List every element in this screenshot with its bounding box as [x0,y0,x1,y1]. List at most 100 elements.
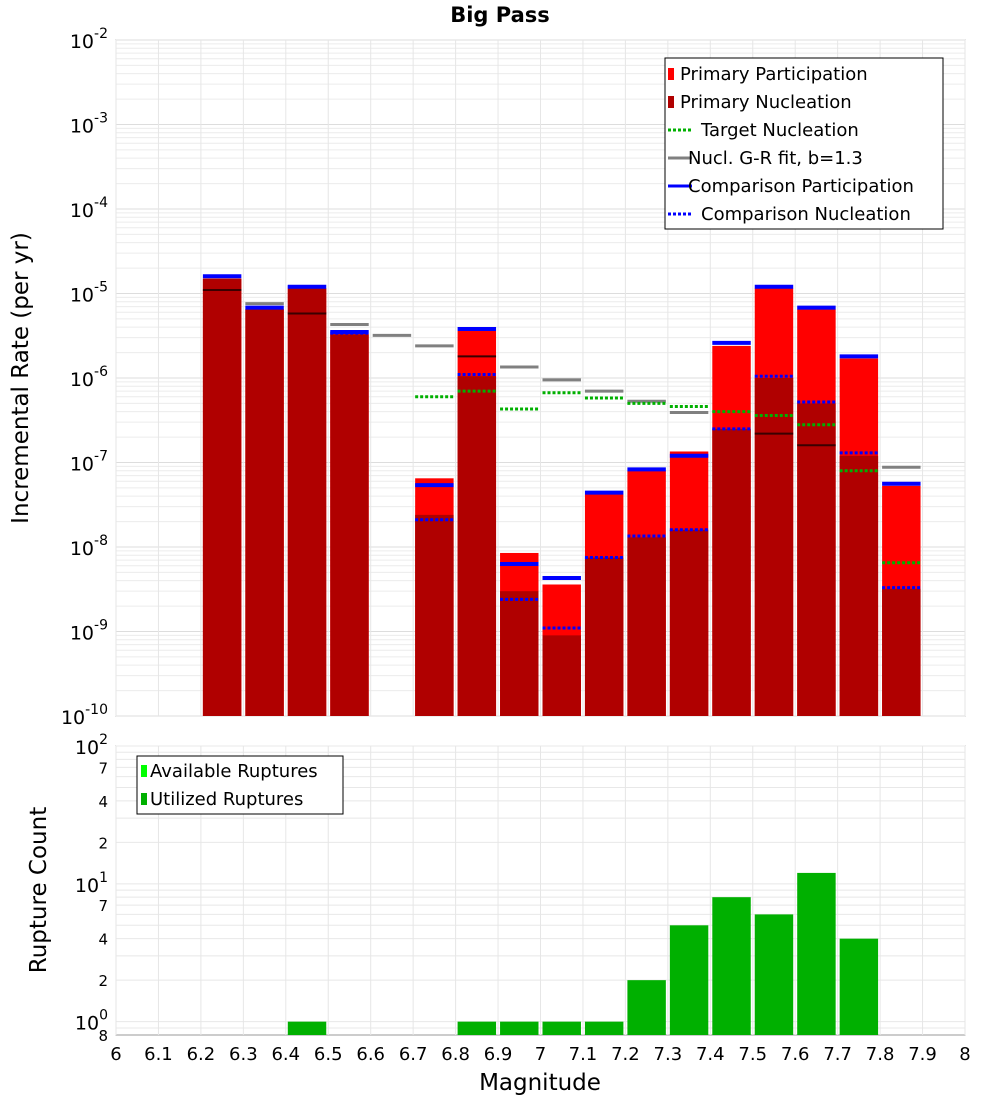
legend-label: Nucl. G-R fit, b=1.3 [688,148,863,169]
top-y-tick-label: 10-3 [70,111,108,138]
tick-exponent: -7 [94,449,108,465]
top-y-tick-label: 10-6 [70,364,108,391]
bottom-y-minor-tick-label: 2 [98,972,108,990]
x-tick-label: 7.1 [569,1044,598,1065]
x-axis-title: Magnitude [479,1070,601,1096]
top-y-tick-label: 10-5 [70,280,108,307]
rupture-count-bar [500,1021,539,1035]
rupture-count-bar [627,980,666,1035]
chart-title: Big Pass [450,3,550,27]
tick-base: 10 [70,116,94,138]
tick-exponent: -3 [94,111,108,127]
tick-exponent: 1 [99,870,108,886]
tick-exponent: -8 [94,533,108,549]
tick-exponent: -4 [94,195,108,211]
top-y-tick-label: 10-2 [70,26,108,53]
tick-exponent: -10 [85,702,108,718]
tick-exponent: -9 [94,618,108,634]
nucleation-bar [500,591,539,716]
top-y-tick-label: 10-10 [61,702,108,729]
bottom-y-minor-tick-label: 4 [98,931,108,949]
tick-base: 10 [70,31,94,53]
x-tick-label: 6.7 [399,1044,428,1065]
nucleation-bar [882,588,921,716]
nucleation-bar [245,309,284,716]
tick-base: 10 [70,538,94,560]
bottom-y-minor-tick-label: 8 [98,1027,108,1045]
x-tick-label: 6.8 [441,1044,470,1065]
tick-exponent: 2 [99,732,108,748]
tick-base: 10 [70,369,94,391]
top-y-tick-label: 10-7 [70,449,108,476]
bottom-y-axis-title: Rupture Count [26,807,52,973]
top-y-tick-label: 10-9 [70,618,108,645]
nucleation-bar [542,635,581,716]
rupture-count-bar [669,925,709,1035]
rupture-count-bar [584,1021,624,1035]
x-tick-label: 6.4 [271,1044,300,1065]
nucleation-bar [669,529,709,716]
x-tick-label: 6.1 [144,1044,173,1065]
top-panel: 10-210-310-410-510-610-710-810-910-10 In… [8,26,966,729]
nucleation-bar [797,403,836,716]
bottom-y-minor-tick-label: 2 [98,834,108,852]
tick-exponent: -2 [94,26,108,42]
legend-swatch [668,96,674,108]
top-y-axis-title: Incremental Rate (per yr) [8,232,34,524]
rupture-count-bar [712,897,751,1035]
rupture-count-bar [839,938,879,1035]
bottom-bars [287,872,879,1035]
legend-label: Comparison Nucleation [701,204,911,225]
rupture-count-bar [754,914,794,1035]
tick-base: 10 [75,875,99,897]
legend-label: Primary Nucleation [680,92,852,113]
bottom-y-tick-label: 100 [75,1008,108,1035]
top-legend-box [664,57,944,230]
tick-base: 10 [70,623,94,645]
bottom-legend-box [136,755,344,815]
nucleation-bar [754,378,794,716]
x-tick-label: 7.6 [781,1044,810,1065]
legend-label: Primary Participation [680,64,868,85]
nucleation-bar [287,288,327,716]
bottom-y-minor-tick-label: 4 [98,793,108,811]
x-tick-label: 7.5 [738,1044,767,1065]
tick-base: 10 [61,707,85,729]
bottom-y-tick-label: 102 [75,732,108,759]
x-tick-label: 7.2 [611,1044,640,1065]
top-bars [202,278,921,716]
nucleation-bar [415,514,454,716]
legend-swatch [668,68,674,80]
x-tick-label: 7 [535,1044,546,1065]
x-tick-label: 7.8 [866,1044,895,1065]
top-y-tick-label: 10-4 [70,195,108,222]
tick-base: 10 [70,200,94,222]
rupture-count-bar [542,1021,581,1035]
x-tick-label: 6.3 [229,1044,258,1065]
bottom-x-ticks: 6 6.1 6.2 6.3 6.4 6.5 6.6 6.7 6.8 6.9 7 7.1 7.2 7.3 7.… [110,1044,970,1065]
top-y-tick-label: 10-8 [70,533,108,560]
x-tick-label: 6.5 [314,1044,343,1065]
top-lines [202,274,921,630]
nucleation-bar [202,278,242,716]
tick-base: 10 [70,285,94,307]
tick-exponent: -5 [94,280,108,296]
tick-base: 10 [70,454,94,476]
x-tick-label: 7.7 [823,1044,852,1065]
bottom-legend: Available Ruptures Utilized Ruptures [136,755,344,815]
x-tick-label: 6 [110,1044,121,1065]
legend-label: Target Nucleation [700,120,859,141]
nucleation-bar [712,428,751,716]
bottom-y-tick-label: 101 [75,870,108,897]
x-tick-label: 8 [959,1044,970,1065]
x-tick-label: 7.3 [654,1044,683,1065]
nucleation-bar [584,557,624,716]
tick-base: 10 [75,737,99,759]
rupture-count-bar [457,1021,497,1035]
legend-swatch [141,765,147,777]
rupture-count-bar [287,1021,327,1035]
tick-exponent: -6 [94,364,108,380]
x-tick-label: 7.4 [696,1044,725,1065]
tick-base: 10 [75,1013,99,1035]
x-tick-label: 6.9 [484,1044,513,1065]
